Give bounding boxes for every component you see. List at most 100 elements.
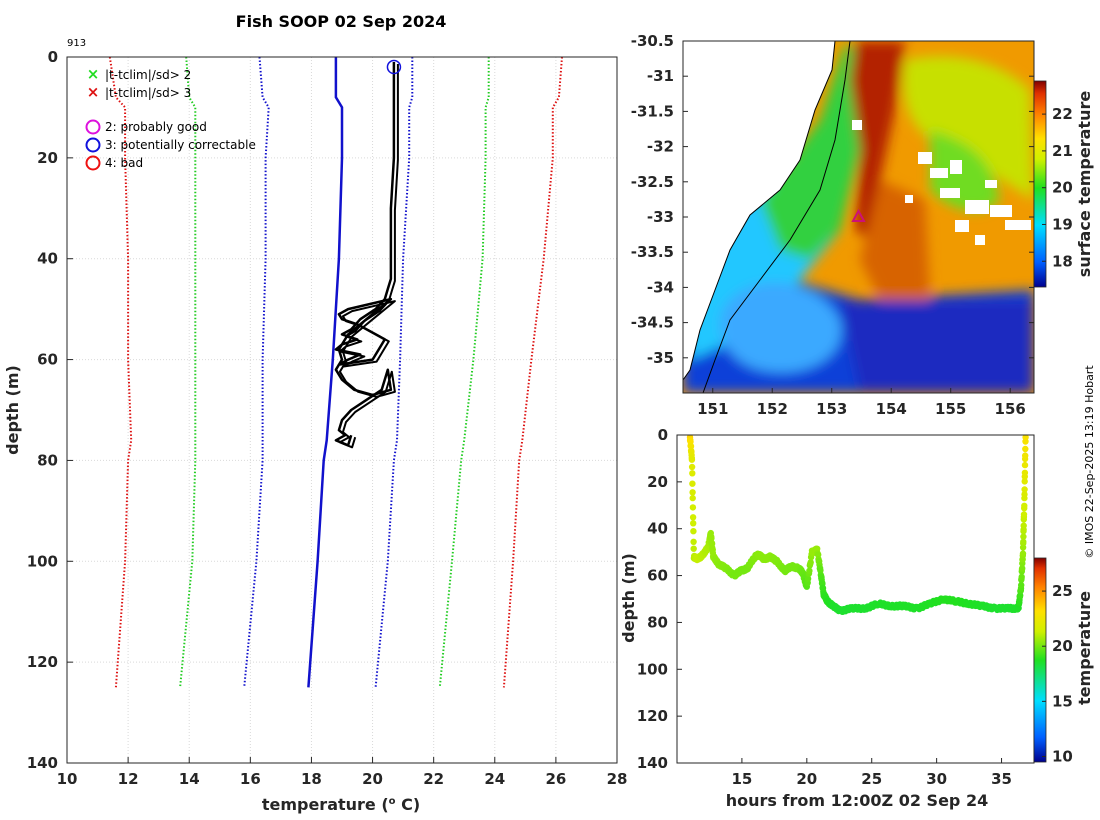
profile-xtick-label: 20 xyxy=(362,770,383,788)
profile-xtick-label: 28 xyxy=(607,770,628,788)
sst-shelf-green xyxy=(760,45,870,260)
track-point xyxy=(1018,573,1025,581)
sst-cbar-tick-label: 19 xyxy=(1052,215,1073,233)
climatology--3sd xyxy=(108,56,133,688)
profile-ytick-label: 60 xyxy=(37,351,58,369)
sst-green-meander xyxy=(903,56,1034,200)
profile-ytick-label: 40 xyxy=(37,250,58,268)
sst-map-ticks: 151 152 153 154 155 156 -30.5 -31 -31.5 -32 -32.5 -… xyxy=(631,32,1034,418)
profile-ytick-label: 100 xyxy=(27,552,58,570)
track-point xyxy=(689,494,696,502)
scatter-xtick-label: 15 xyxy=(731,770,752,788)
profile-xtick-label: 12 xyxy=(118,770,139,788)
coastline xyxy=(683,41,836,381)
temperature-colorbar-ticks: 10 15 20 25 xyxy=(1042,582,1073,765)
map-xtick-label: 154 xyxy=(876,400,907,418)
map-xtick-label: 151 xyxy=(697,400,728,418)
temp-cbar-tick-label: 25 xyxy=(1052,582,1073,600)
track-point xyxy=(1021,486,1028,493)
scatter-xtick-label: 20 xyxy=(796,770,817,788)
scatter-ytick-label: 40 xyxy=(647,520,668,538)
track-point xyxy=(689,470,696,477)
scatter-xtick-label: 25 xyxy=(861,770,882,788)
map-xtick-label: 153 xyxy=(816,400,847,418)
scatter-ytick-label: 140 xyxy=(637,754,668,772)
legend-label-potentially-correctable: 3: potentially correctable xyxy=(105,138,256,152)
profile-line-repeat xyxy=(338,64,399,449)
station-triangle xyxy=(851,208,866,222)
scatter-ytick-label: 120 xyxy=(637,707,668,725)
track-point xyxy=(1020,522,1027,529)
map-xtick-label: 155 xyxy=(935,400,966,418)
profile-panel: Fish SOOP 02 Sep 2024 913 10 12 14 16 18 20 22… xyxy=(3,12,627,814)
track-point xyxy=(806,567,813,574)
scatter-ytick-label: 80 xyxy=(647,613,668,631)
climatology--2sd xyxy=(179,56,197,688)
legend-item-tclim3: × |t-tclim|/sd> 3 xyxy=(87,83,191,101)
temp-cbar-tick-label: 20 xyxy=(1052,637,1073,655)
track-point xyxy=(1021,469,1029,476)
temp-cbar-tick-label: 15 xyxy=(1052,692,1073,710)
climatology-+3sd xyxy=(502,56,563,688)
track-point xyxy=(689,514,697,521)
depth-time-ticks: 15 20 25 30 35 0 20 40 60 80 100 120 140 xyxy=(637,426,1012,788)
climatology-+1sd xyxy=(374,57,414,688)
map-xtick-label: 156 xyxy=(995,400,1026,418)
sst-colorbar-label: surface temperature xyxy=(1075,91,1094,278)
legend-marker-circle-magenta xyxy=(85,119,101,135)
track-point xyxy=(1020,538,1027,545)
track-point xyxy=(804,575,812,582)
profile-ytick-label: 120 xyxy=(27,653,58,671)
climatology--1sd xyxy=(243,56,270,688)
profile-xtick-label: 26 xyxy=(545,770,566,788)
profile-ytick-label: 20 xyxy=(37,149,58,167)
legend-label-probably-good: 2: probably good xyxy=(105,120,207,134)
track-point xyxy=(1022,435,1029,441)
track-point xyxy=(689,489,696,496)
profile-xtick-label: 24 xyxy=(484,770,505,788)
sst-cbar-tick-label: 20 xyxy=(1052,179,1073,197)
track-point xyxy=(688,456,696,463)
sst-warm-current xyxy=(850,41,905,240)
shelf-contour xyxy=(702,41,851,393)
legend-marker-circle-blue xyxy=(85,137,101,153)
track-point xyxy=(690,520,697,527)
station-marker xyxy=(851,208,866,222)
track-point xyxy=(1021,491,1028,498)
sst-colorbar xyxy=(1033,80,1047,288)
track-point xyxy=(1020,511,1028,518)
track-point xyxy=(1022,445,1029,453)
map-ytick-label: -34.5 xyxy=(631,314,674,332)
legend-marker-x-red: × xyxy=(87,83,100,101)
legend: × |t-tclim|/sd> 2 × |t-tclim|/sd> 3 2: p… xyxy=(85,65,256,171)
track-point xyxy=(1018,581,1025,589)
land-mask xyxy=(683,41,835,380)
track-point xyxy=(689,504,697,511)
scatter-xtick-label: 35 xyxy=(991,770,1012,788)
profile-xtick-label: 22 xyxy=(423,770,444,788)
track-point xyxy=(1021,452,1029,459)
climatology-+2sd xyxy=(438,57,490,688)
track-point xyxy=(807,559,814,566)
scatter-ytick-label: 20 xyxy=(647,473,668,491)
map-ytick-label: -31 xyxy=(647,67,674,85)
track-point xyxy=(1021,502,1028,509)
legend-marker-x-green: × xyxy=(87,65,100,83)
depth-time-xlabel: hours from 12:00Z 02 Sep 24 xyxy=(726,791,988,810)
profile-ytick-label: 0 xyxy=(48,48,58,66)
profile-line xyxy=(334,62,396,447)
fish-depth-track xyxy=(686,435,1029,615)
imos-timestamp: © IMOS 22-Sep-2025 13:19 Hobart xyxy=(1083,365,1096,559)
map-ytick-label: -34 xyxy=(647,278,674,296)
profile-axes-box xyxy=(66,56,618,764)
scatter-xtick-label: 30 xyxy=(926,770,947,788)
map-ytick-label: -33.5 xyxy=(631,243,674,261)
map-ytick-label: -32.5 xyxy=(631,173,674,191)
profile-ylabel: depth (m) xyxy=(3,365,22,455)
map-ytick-label: -35 xyxy=(647,349,674,367)
profile-xtick-label: 14 xyxy=(179,770,200,788)
profile-ytick-label: 140 xyxy=(27,754,58,772)
map-ytick-label: -33 xyxy=(647,208,674,226)
scatter-ytick-label: 60 xyxy=(647,567,668,585)
sst-deep-blue-south xyxy=(840,300,1034,393)
